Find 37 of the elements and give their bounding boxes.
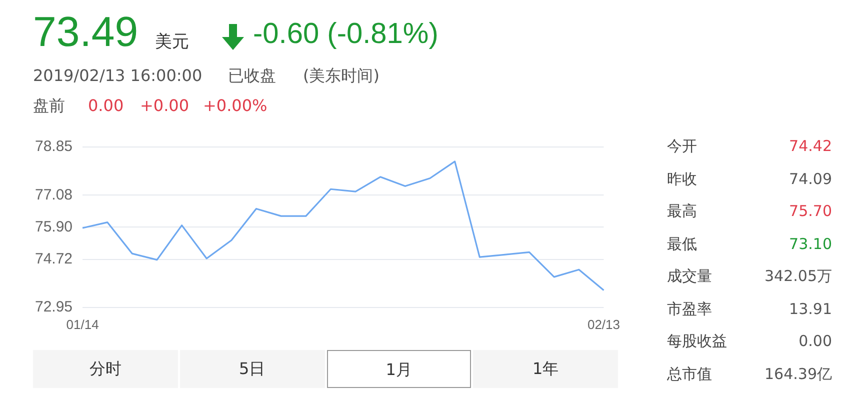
text: 0.00 (88, 96, 124, 115)
text: 13.91 (789, 300, 832, 318)
text: 最低 (667, 234, 697, 254)
text: 美元 (155, 31, 189, 53)
text: 总市值 (667, 364, 712, 384)
text: 分时 (33, 350, 178, 388)
y-tick-label: 77.08 (34, 186, 73, 204)
text: (美东时间) (303, 66, 380, 87)
text: 已收盘 (228, 66, 276, 87)
x-tick-label: 01/14 (66, 316, 99, 332)
text: 盘前 (33, 96, 65, 117)
text: 今开 (667, 137, 697, 156)
text: 成交量 (667, 267, 712, 286)
text: 最高 (667, 202, 697, 221)
chart-title: 73.49 (33, 8, 138, 56)
text: 342.05万 (764, 267, 832, 286)
text: 73.10 (789, 234, 832, 252)
x-tick-label: 02/13 (587, 316, 620, 332)
text: 0.00 (798, 332, 832, 350)
text: 164.39亿 (764, 364, 832, 384)
text: 75.70 (789, 202, 832, 220)
text: +0.00 (140, 96, 190, 115)
y-tick-label: 75.90 (34, 218, 73, 236)
text: 1年 (473, 350, 618, 388)
y-tick-label: 78.85 (34, 138, 73, 156)
text: 每股收益 (667, 332, 727, 351)
text: 昨收 (667, 170, 697, 188)
text: 5日 (180, 350, 324, 388)
text: 1月 (326, 350, 472, 388)
y-tick-label: 74.72 (34, 250, 73, 268)
text: +0.00% (203, 96, 268, 115)
text: 市盈率 (667, 300, 712, 318)
text: 74.09 (789, 170, 832, 188)
text: -0.60 (-0.81%) (253, 18, 438, 51)
text: 74.42 (789, 137, 832, 155)
text: 2019/02/13 16:00:00 (33, 66, 202, 85)
y-tick-label: 72.95 (34, 298, 73, 316)
